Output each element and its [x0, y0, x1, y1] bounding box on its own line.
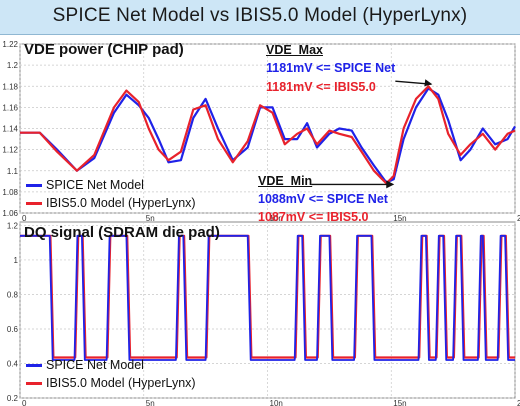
y-tick-label: 1.06 [2, 209, 18, 218]
legend-swatch-spice [26, 364, 42, 368]
y-tick-label: 0.6 [7, 325, 19, 334]
y-tick-label: 1.2 [7, 61, 19, 70]
y-tick-label: 0.4 [7, 359, 19, 368]
x-tick-label: 20 [517, 214, 520, 223]
legend-label: SPICE Net Model [46, 178, 144, 192]
vde-max-label: VDE_Max [266, 43, 323, 57]
x-tick-label: 0 [22, 399, 27, 406]
y-tick-label: 0.2 [7, 394, 19, 403]
top-legend-ibis: IBIS5.0 Model (HyperLynx) [26, 196, 196, 210]
series-line-spice [20, 87, 516, 184]
legend-label: IBIS5.0 Model (HyperLynx) [46, 376, 196, 390]
bottom-legend-spice: SPICE Net Model [26, 358, 144, 372]
x-tick-label: 15n [393, 214, 406, 223]
x-tick-label: 5n [146, 214, 155, 223]
y-tick-label: 1.08 [2, 188, 18, 197]
vde-max-arrowhead [424, 79, 433, 87]
bottom-legend-ibis: IBIS5.0 Model (HyperLynx) [26, 376, 196, 390]
legend-swatch-ibis [26, 202, 42, 206]
series-line-spice [20, 234, 515, 361]
legend-swatch-ibis [26, 382, 42, 386]
y-tick-label: 1.16 [2, 103, 18, 112]
y-tick-label: 1.18 [2, 82, 18, 91]
vde-min-arrowhead [386, 180, 395, 189]
series-line-ibis [20, 85, 516, 185]
top-legend-spice: SPICE Net Model [26, 178, 144, 192]
y-tick-label: 1 [14, 256, 19, 265]
bottom-panel-title: DQ signal (SDRAM die pad) [24, 224, 220, 241]
y-tick-label: 1.1 [7, 167, 19, 176]
x-tick-label: 10n [270, 214, 283, 223]
x-tick-label: 15n [393, 399, 406, 406]
x-tick-label: 10n [270, 399, 283, 406]
title-bar: SPICE Net Model vs IBIS5.0 Model (HyperL… [0, 0, 520, 35]
y-tick-label: 1.2 [7, 221, 19, 230]
x-tick-label: 20 [517, 399, 520, 406]
legend-label: SPICE Net Model [46, 358, 144, 372]
y-tick-label: 1.12 [2, 146, 18, 155]
vde-max-spice-value: 1181mV <= SPICE Net [266, 61, 396, 75]
legend-label: IBIS5.0 Model (HyperLynx) [46, 196, 196, 210]
vde-min-ibis-value: 1087mV <= IBIS5.0 [258, 210, 369, 224]
y-tick-label: 1.22 [2, 40, 18, 49]
x-tick-label: 5n [146, 399, 155, 406]
y-tick-label: 0.8 [7, 290, 19, 299]
page-title: SPICE Net Model vs IBIS5.0 Model (HyperL… [52, 5, 468, 26]
vde-min-spice-value: 1088mV <= SPICE Net [258, 192, 388, 206]
y-tick-label: 1.14 [2, 125, 18, 134]
legend-swatch-spice [26, 184, 42, 188]
x-tick-label: 0 [22, 214, 27, 223]
vde-min-label: VDE_Min [258, 174, 313, 188]
top-panel-title: VDE power (CHIP pad) [24, 41, 184, 58]
vde-max-ibis-value: 1181mV <= IBIS5.0 [266, 80, 376, 94]
